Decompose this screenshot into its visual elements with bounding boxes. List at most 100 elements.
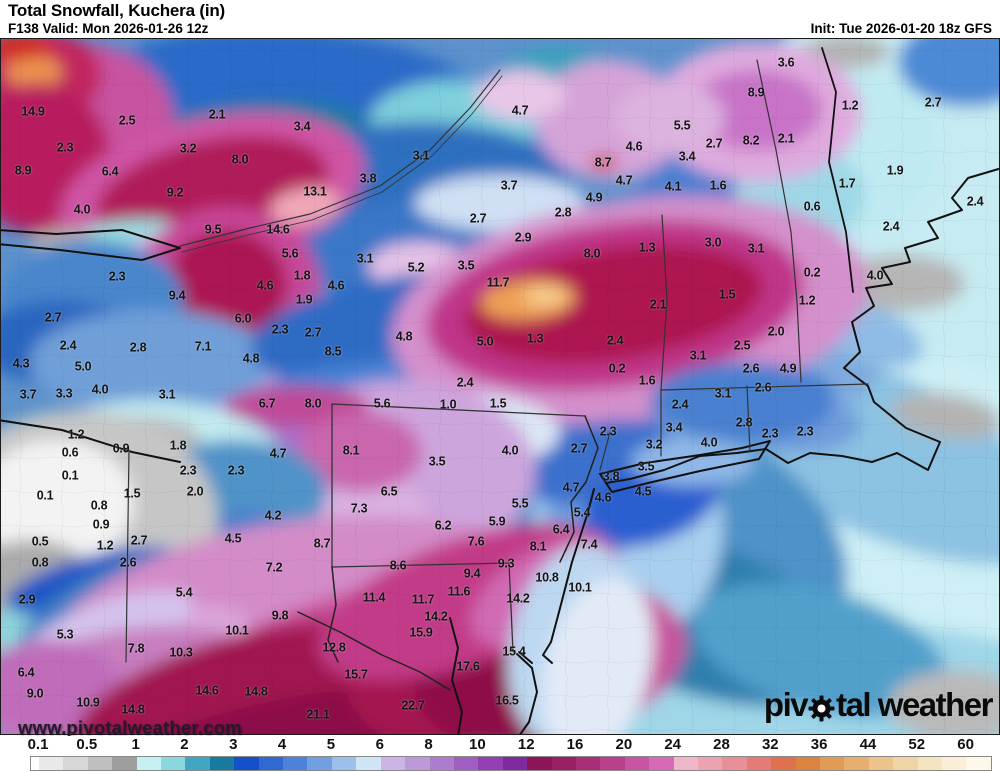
logo-text-post: tal weather (836, 686, 993, 723)
snowfall-value-label: 4.5 (224, 531, 242, 546)
snowfall-value-label: 8.7 (594, 155, 612, 170)
snowfall-value-label: 1.3 (638, 240, 656, 255)
colorbar-tick: 10 (469, 736, 486, 753)
snowfall-value-label: 1.5 (718, 287, 736, 302)
colorbar-swatch (283, 757, 308, 770)
colorbar-swatch (429, 757, 454, 770)
snowfall-value-label: 2.3 (599, 424, 617, 439)
snowfall-value-label: 14.6 (195, 683, 219, 698)
snowfall-value-label: 0.9 (112, 441, 130, 456)
snowfall-value-label: 2.7 (469, 211, 487, 226)
snowfall-value-label: 0.1 (61, 468, 79, 483)
snowfall-value-label: 2.3 (761, 426, 779, 441)
maine-border (821, 47, 854, 293)
snowfall-value-label: 3.8 (359, 171, 377, 186)
colorbar-swatch (722, 757, 747, 770)
snowfall-value-label: 6.4 (552, 522, 570, 537)
snowfall-value-label: 5.6 (281, 246, 299, 261)
snowfall-value-label: 2.4 (456, 375, 474, 390)
snowfall-value-label: 1.2 (841, 98, 859, 113)
snowfall-value-label: 6.0 (234, 311, 252, 326)
colorbar-swatch (31, 757, 39, 770)
snowfall-value-label: 15.7 (344, 667, 368, 682)
snowfall-value-label: 2.4 (59, 338, 77, 353)
snowfall-value-label: 4.8 (395, 329, 413, 344)
snowfall-value-label: 2.9 (18, 592, 36, 607)
colorbar-swatch (136, 757, 162, 770)
colorbar-swatch (624, 757, 650, 770)
snowfall-value-label: 15.9 (409, 625, 433, 640)
snowfall-value-label: 3.2 (645, 437, 663, 452)
snowfall-value-label: 4.0 (91, 382, 109, 397)
snowfall-value-label: 5.5 (673, 118, 691, 133)
gear-icon (808, 695, 835, 721)
init-time-label: Init: Tue 2026-01-20 18z GFS (810, 21, 992, 36)
snowfall-value-label: 6.5 (380, 484, 398, 499)
snowfall-value-label: 1.7 (838, 176, 856, 191)
snowfall-value-label: 4.6 (594, 490, 612, 505)
snowfall-value-label: 9.4 (168, 288, 186, 303)
snowfall-value-label: 5.4 (573, 505, 591, 520)
snowfall-value-label: 1.9 (886, 163, 904, 178)
snowfall-value-label: 5.2 (407, 260, 425, 275)
potomac-border (297, 611, 451, 691)
colorbar-swatch (527, 757, 552, 770)
snowfall-value-label: 8.0 (231, 152, 249, 167)
snowfall-value-label: 4.2 (264, 508, 282, 523)
snowfall-value-label: 16.5 (495, 693, 519, 708)
snowfall-value-label: 7.6 (467, 534, 485, 549)
snowfall-value-label: 2.4 (882, 219, 900, 234)
snowfall-value-label: 9.4 (463, 566, 481, 581)
colorbar-swatch (575, 757, 601, 770)
snowfall-value-label: 2.5 (118, 113, 136, 128)
colorbar-tick: 3 (229, 736, 238, 753)
colorbar-tick: 0.1 (27, 736, 49, 753)
st-lawrence-border2 (181, 75, 503, 253)
colorbar-swatch (185, 757, 210, 770)
snowfall-value-label: 7.3 (350, 501, 368, 516)
snowfall-value-label: 7.8 (127, 641, 145, 656)
colorbar-swatches (30, 756, 992, 771)
valid-time-label: F138 Valid: Mon 2026-01-26 12z (8, 21, 209, 36)
colorbar-swatch (478, 757, 503, 770)
snowfall-value-label: 5.5 (511, 496, 529, 511)
snowfall-value-label: 9.3 (497, 556, 515, 571)
colorbar-swatch (966, 757, 991, 770)
snowfall-value-label: 3.1 (356, 251, 374, 266)
colorbar-tick: 20 (615, 736, 633, 753)
snowfall-value-label: 11.4 (362, 590, 386, 605)
snowfall-value-label: 6.4 (101, 164, 119, 179)
snowfall-value-label: 1.8 (169, 438, 187, 453)
snowfall-value-label: 12.8 (322, 640, 346, 655)
snowfall-value-label: 2.1 (777, 131, 795, 146)
colorbar-swatch (331, 757, 357, 770)
snowfall-value-label: 1.2 (798, 293, 816, 308)
snowfall-value-label: 2.0 (186, 484, 204, 499)
colorbar-swatch (844, 757, 869, 770)
snowfall-value-label: 1.3 (526, 331, 544, 346)
snowfall-value-label: 4.9 (779, 361, 797, 376)
snowfall-value-label: 2.9 (514, 230, 532, 245)
snowfall-value-label: 8.1 (529, 539, 547, 554)
colorbar-swatch (209, 757, 235, 770)
snowfall-value-label: 0.6 (803, 199, 821, 214)
colorbar-tick: 52 (908, 736, 926, 753)
snowfall-value-label: 3.7 (19, 387, 37, 402)
colorbar-swatch (795, 757, 820, 770)
snowfall-value-label: 10.8 (535, 570, 559, 585)
snowfall-value-label: 1.9 (295, 292, 313, 307)
snowfall-value-label: 0.5 (31, 534, 49, 549)
snowfall-value-label: 7.2 (265, 560, 283, 575)
snowfall-value-label: 10.1 (568, 580, 592, 595)
snowfall-value-label: 0.1 (36, 488, 54, 503)
colorbar-tick: 32 (761, 736, 779, 753)
snowfall-value-label: 8.9 (14, 163, 32, 178)
colorbar-swatch (673, 757, 698, 770)
snowfall-value-label: 8.1 (342, 443, 360, 458)
colorbar-swatch (161, 757, 186, 770)
snowfall-value-label: 4.7 (615, 173, 633, 188)
snowfall-value-label: 1.5 (489, 396, 507, 411)
snowfall-value-label: 0.2 (803, 265, 821, 280)
snowfall-value-label: 2.3 (108, 269, 126, 284)
snowfall-value-label: 2.8 (129, 340, 147, 355)
